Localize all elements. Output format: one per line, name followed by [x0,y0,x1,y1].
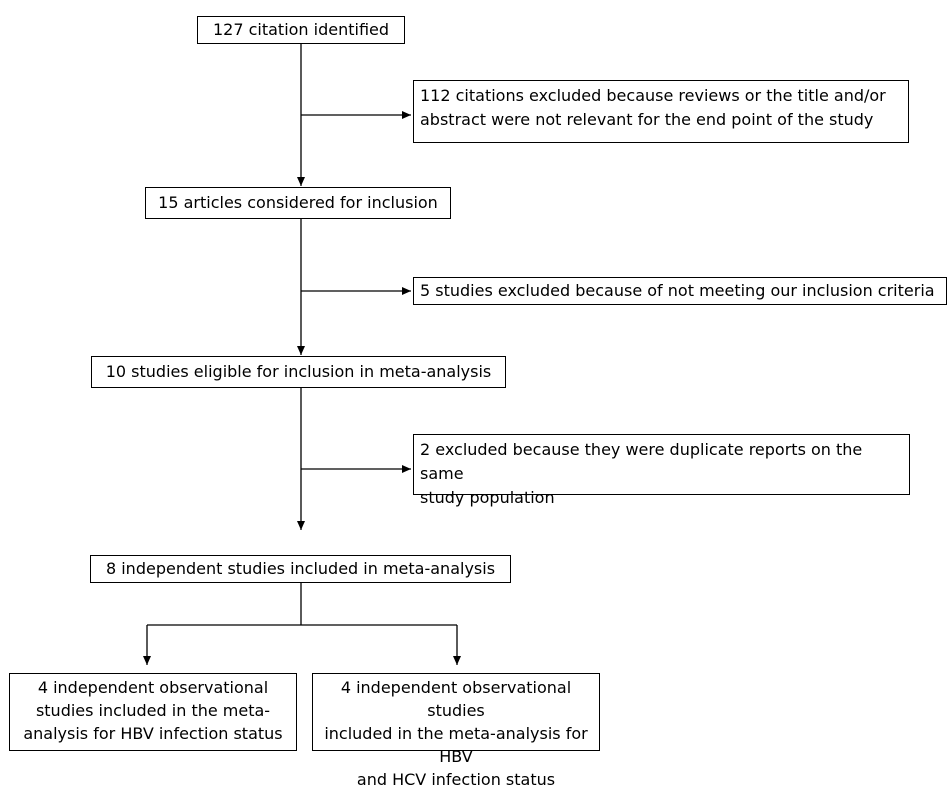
box-hbv-hcv-studies-line-1: 4 independent observational studies [340,678,572,720]
box-articles-considered: 15 articles considered for inclusion [145,187,451,219]
flow-connectors [143,44,461,665]
box-hbv-hcv-studies-line-3: and HCV infection status [356,770,556,789]
box-excluded-duplicates-line-1: 2 excluded because they were duplicate r… [420,440,863,483]
box-excluded-criteria-text: 5 studies excluded because of not meetin… [420,281,935,300]
box-citations-identified-text: 127 citation identified [212,20,390,39]
box-citations-identified: 127 citation identified [197,16,405,44]
box-excluded-duplicates-line-2: study population [420,488,555,507]
box-hbv-hcv-studies-line-2: included in the meta-analysis for HBV [324,724,588,766]
box-hbv-studies-line-2: studies included in the meta- [35,701,271,720]
box-excluded-criteria: 5 studies excluded because of not meetin… [413,277,947,305]
box-hbv-studies: 4 independent observational studies incl… [9,673,297,751]
box-excluded-not-relevant: 112 citations excluded because reviews o… [413,80,909,143]
box-excluded-not-relevant-line-2: abstract were not relevant for the end p… [420,110,874,129]
box-studies-eligible-text: 10 studies eligible for inclusion in met… [105,362,492,381]
box-hbv-studies-line-1: 4 independent observational [37,678,269,697]
box-excluded-not-relevant-line-1: 112 citations excluded because reviews o… [420,86,886,105]
box-hbv-studies-line-3: analysis for HBV infection status [23,724,283,743]
box-hbv-hcv-studies: 4 independent observational studies incl… [312,673,600,789]
box-studies-eligible: 10 studies eligible for inclusion in met… [91,356,506,388]
box-studies-included-text: 8 independent studies included in meta-a… [105,559,496,578]
box-articles-considered-text: 15 articles considered for inclusion [158,193,438,212]
box-studies-included: 8 independent studies included in meta-a… [90,555,511,583]
box-excluded-duplicates: 2 excluded because they were duplicate r… [413,434,910,507]
